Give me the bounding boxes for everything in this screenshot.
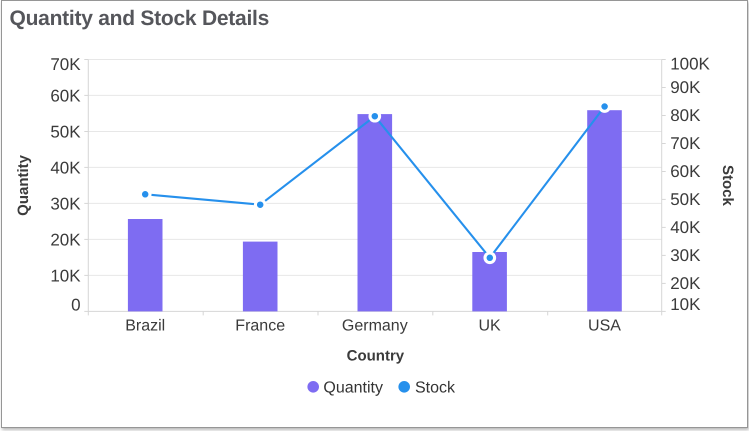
svg-text:20K: 20K <box>670 274 701 293</box>
svg-text:30K: 30K <box>670 246 701 265</box>
svg-text:Brazil: Brazil <box>125 318 165 335</box>
svg-text:0: 0 <box>71 296 80 315</box>
svg-text:Germany: Germany <box>342 318 408 335</box>
svg-text:30K: 30K <box>50 194 81 213</box>
svg-text:20K: 20K <box>50 230 81 249</box>
svg-text:Quantity: Quantity <box>323 379 383 396</box>
svg-text:10K: 10K <box>670 295 701 314</box>
svg-text:80K: 80K <box>670 106 701 125</box>
svg-text:60K: 60K <box>670 162 701 181</box>
svg-text:Quantity: Quantity <box>15 154 32 215</box>
svg-text:40K: 40K <box>670 218 701 237</box>
svg-text:Stock: Stock <box>415 379 456 396</box>
svg-text:10K: 10K <box>50 266 81 285</box>
svg-text:UK: UK <box>478 318 501 335</box>
svg-text:USA: USA <box>588 318 621 335</box>
svg-text:70K: 70K <box>670 134 701 153</box>
svg-text:Quantity and Stock Details: Quantity and Stock Details <box>10 7 270 30</box>
svg-text:100K: 100K <box>670 55 710 74</box>
svg-text:60K: 60K <box>50 86 81 105</box>
svg-text:50K: 50K <box>670 190 701 209</box>
svg-text:70K: 70K <box>50 55 81 74</box>
svg-text:50K: 50K <box>50 122 81 141</box>
svg-text:Country: Country <box>347 348 405 365</box>
svg-text:Stock: Stock <box>719 165 736 207</box>
svg-text:90K: 90K <box>670 78 701 97</box>
svg-text:40K: 40K <box>50 158 81 177</box>
svg-text:France: France <box>235 318 285 335</box>
